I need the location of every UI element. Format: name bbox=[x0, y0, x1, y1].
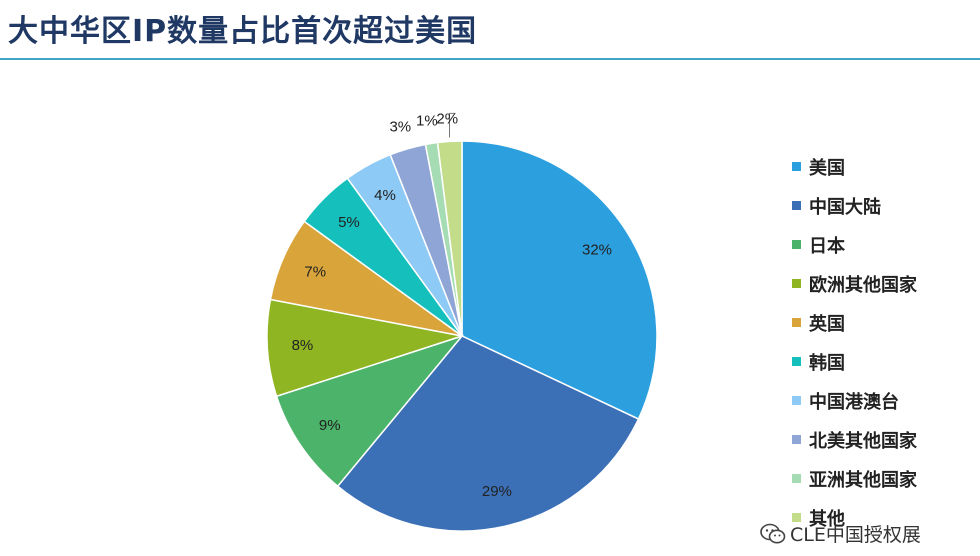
watermark: CLE中国授权展 bbox=[760, 520, 921, 547]
pie-slice-美国 bbox=[461, 140, 658, 421]
legend-item-韩国: 韩国 bbox=[792, 342, 917, 381]
pie-leader-lines bbox=[449, 112, 456, 138]
watermark-text: CLE中国授权展 bbox=[790, 524, 921, 546]
legend-swatch bbox=[792, 240, 801, 249]
data-label-中国大陆: 29% bbox=[482, 483, 512, 500]
legend-label: 北美其他国家 bbox=[809, 430, 917, 452]
legend-label: 美国 bbox=[809, 157, 845, 179]
legend-item-中国大陆: 中国大陆 bbox=[792, 186, 917, 225]
legend-swatch bbox=[792, 513, 801, 522]
pie-slice-欧洲其他国家 bbox=[266, 298, 463, 398]
legend-label: 日本 bbox=[809, 235, 845, 257]
legend-swatch bbox=[792, 435, 801, 444]
data-label-其他: 2% bbox=[436, 110, 458, 127]
legend-item-欧洲其他国家: 欧洲其他国家 bbox=[792, 264, 917, 303]
data-label-美国: 32% bbox=[582, 241, 612, 258]
legend-swatch bbox=[792, 396, 801, 405]
legend-label: 中国港澳台 bbox=[809, 391, 899, 413]
legend-item-日本: 日本 bbox=[792, 225, 917, 264]
legend-item-美国: 美国 bbox=[792, 147, 917, 186]
legend-label: 其他 bbox=[809, 508, 845, 530]
legend-swatch bbox=[792, 279, 801, 288]
legend-swatch bbox=[792, 162, 801, 171]
page-title: 大中华区IP数量占比首次超过美国 bbox=[8, 14, 478, 49]
legend-swatch bbox=[792, 318, 801, 327]
data-label-北美其他国家: 3% bbox=[389, 119, 411, 136]
legend-label: 英国 bbox=[809, 313, 845, 335]
legend-label: 韩国 bbox=[809, 352, 845, 374]
pie-slices bbox=[266, 140, 658, 532]
pie-slice-其他 bbox=[436, 140, 463, 337]
legend-item-英国: 英国 bbox=[792, 303, 917, 342]
wechat-icon bbox=[760, 523, 786, 543]
pie-slice-中国大陆 bbox=[336, 335, 640, 532]
data-label-欧洲其他国家: 8% bbox=[292, 337, 314, 354]
data-label-中国港澳台: 4% bbox=[374, 187, 396, 204]
pie-slice-日本 bbox=[275, 334, 465, 488]
legend-item-北美其他国家: 北美其他国家 bbox=[792, 420, 917, 459]
data-label-英国: 7% bbox=[304, 263, 326, 280]
title-divider bbox=[0, 58, 980, 60]
chart-legend: 美国中国大陆日本欧洲其他国家 英国韩国中国港澳台北美其他国家 亚洲其他国家 其他 bbox=[792, 147, 917, 537]
legend-swatch bbox=[792, 357, 801, 366]
legend-item-亚洲其他国家: 亚洲其他国家 bbox=[792, 459, 917, 498]
legend-swatch bbox=[792, 201, 801, 210]
data-label-亚洲其他国家: 1% bbox=[416, 113, 438, 130]
legend-item-中国港澳台: 中国港澳台 bbox=[792, 381, 917, 420]
leader-line-其他 bbox=[449, 112, 456, 138]
legend-label: 欧洲其他国家 bbox=[809, 274, 917, 296]
pie-data-labels: 32% 29% 9% 8% 7% 5% 4% 3% 1%2% bbox=[292, 110, 612, 500]
data-label-韩国: 5% bbox=[338, 214, 360, 231]
legend-label: 亚洲其他国家 bbox=[809, 469, 917, 491]
data-label-日本: 9% bbox=[319, 417, 341, 434]
legend-item-其他: 其他 bbox=[792, 498, 917, 537]
legend-label: 中国大陆 bbox=[809, 196, 881, 218]
legend-swatch bbox=[792, 474, 801, 483]
